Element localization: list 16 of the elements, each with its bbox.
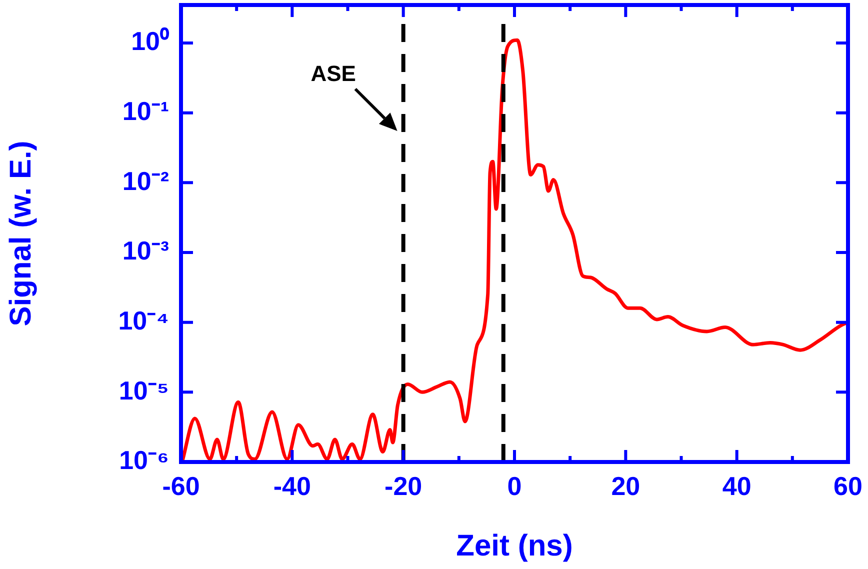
annotation: ASE [310,61,356,86]
x-tick-label: 40 [722,470,752,501]
y-tick-label: 10⁻² [122,166,170,196]
x-tick-label: 60 [834,470,862,501]
x-tick-label: -40 [273,470,311,501]
y-tick-label: 10⁻⁵ [118,375,169,406]
y-tick-label: 10⁻⁴ [118,306,169,336]
y-axis-title: Signal (w. E.) [4,140,38,326]
y-tick-label: 10⁻³ [122,236,170,266]
y-tick-label: 10⁻¹ [122,96,169,126]
x-tick-label: 0 [507,470,522,501]
y-tick-label: 10⁰ [131,26,170,56]
x-axis-title: Zeit (ns) [456,529,573,562]
x-tick-label: -20 [384,470,422,501]
line-series [181,38,848,462]
x-tick-label: 20 [611,470,640,501]
